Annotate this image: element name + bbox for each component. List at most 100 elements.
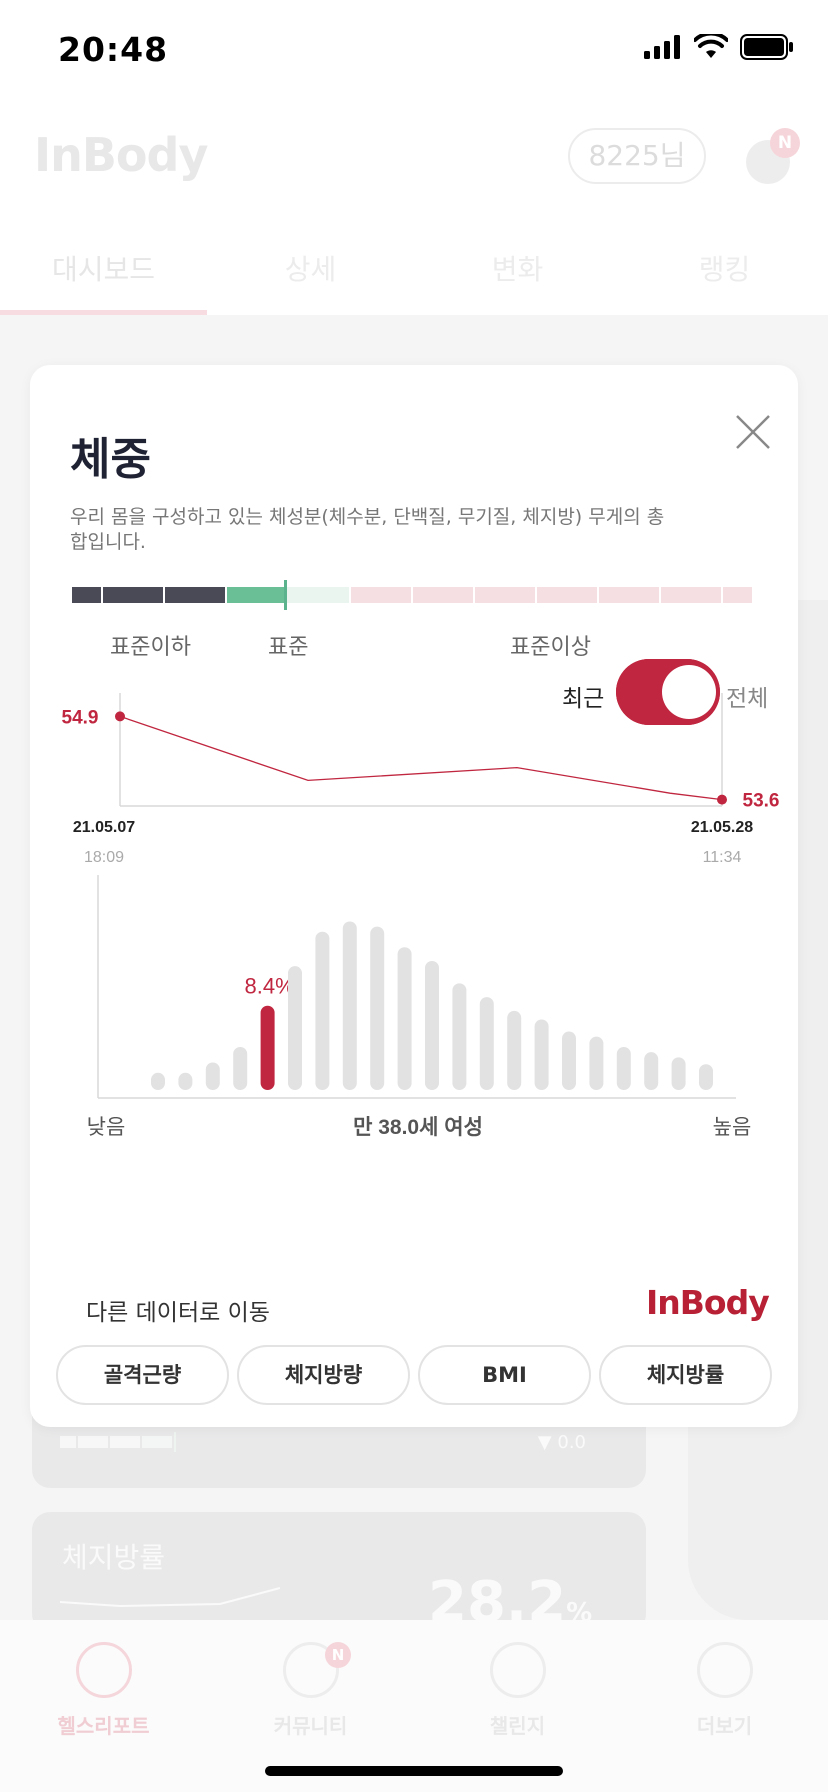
app-header: InBody 8225님 N: [0, 100, 828, 210]
bottom-navigation: 헬스리포트 N 커뮤니티 챌린지 더보기: [0, 1620, 828, 1792]
distribution-bar-highlight: [260, 1005, 275, 1090]
weight-trend-line: [119, 715, 723, 801]
nav-health-report[interactable]: 헬스리포트: [0, 1620, 207, 1792]
community-badge: N: [325, 1642, 351, 1668]
range-segment: [475, 587, 535, 603]
distribution-bar: [589, 1036, 604, 1090]
data-chip-row: 골격근량 체지방량 BMI 체지방률: [56, 1345, 772, 1405]
toggle-label-recent: 최근: [562, 686, 605, 712]
distribution-bar: [342, 921, 357, 1090]
active-tab-indicator: [0, 310, 207, 315]
range-segment: [103, 587, 163, 603]
nav-more[interactable]: 더보기: [621, 1620, 828, 1792]
notification-badge: N: [770, 128, 800, 158]
tab-change[interactable]: 변화: [491, 253, 544, 286]
range-label-standard: 표준: [268, 635, 309, 660]
distribution-bar: [479, 997, 494, 1090]
nav-label: 헬스리포트: [57, 1714, 150, 1738]
chip-body-fat-percent[interactable]: 체지방률: [599, 1345, 772, 1405]
highlight-percent-label: 8.4%: [245, 974, 295, 999]
battery-icon: [740, 34, 793, 60]
modal-title: 체중: [70, 434, 151, 485]
range-segment: [227, 587, 285, 603]
trend-start-value: 54.9: [62, 707, 99, 728]
distribution-bar: [178, 1072, 193, 1090]
user-name-pill[interactable]: 8225님: [568, 128, 706, 184]
trend-start-date: 21.05.07: [73, 819, 135, 836]
chip-bmi[interactable]: BMI: [418, 1345, 591, 1405]
range-segment: [72, 587, 101, 603]
range-segment: [413, 587, 473, 603]
range-label-below: 표준이하: [110, 635, 191, 660]
inbody-logo: InBody: [34, 128, 208, 182]
trend-end-time: 11:34: [703, 849, 742, 866]
chip-body-fat-mass[interactable]: 체지방량: [237, 1345, 410, 1405]
range-label-above: 표준이상: [510, 635, 591, 660]
community-icon: [282, 1642, 339, 1698]
close-icon[interactable]: [734, 413, 772, 451]
tab-dashboard[interactable]: 대시보드: [51, 253, 156, 286]
range-segment: [351, 587, 411, 603]
nav-label: 챌린지: [489, 1714, 546, 1738]
wifi-icon: [694, 34, 728, 58]
card-title: 체지방률: [62, 1541, 166, 1574]
distribution-bar: [534, 1019, 549, 1090]
toggle-knob: [662, 665, 716, 719]
range-segment: [287, 587, 349, 603]
distribution-bar: [397, 947, 412, 1090]
toggle-label-all: 전체: [726, 686, 769, 712]
status-icons: [644, 34, 794, 60]
distribution-high-label: 높음: [713, 1116, 752, 1139]
weight-charts: 54.9 53.6 21.05.07 18:09 21.05.28 11:34 8.4% 낮음…: [62, 693, 780, 1139]
dashboard-tabs: 대시보드 상세 변화 랭킹: [0, 210, 828, 315]
nav-community[interactable]: N 커뮤니티: [207, 1620, 414, 1792]
distribution-bar: [452, 983, 467, 1090]
tab-detail[interactable]: 상세: [284, 253, 337, 286]
recent-all-toggle[interactable]: [616, 659, 720, 725]
distribution-bar: [616, 1047, 631, 1090]
distribution-bar: [562, 1031, 576, 1090]
weight-range-bar: [72, 587, 752, 603]
status-time: 20:48: [58, 30, 169, 69]
nav-label: 커뮤니티: [273, 1714, 348, 1738]
health-report-icon: [75, 1642, 132, 1698]
distribution-bar: [370, 926, 385, 1090]
distribution-bar: [288, 966, 302, 1090]
distribution-low-label: 낮음: [87, 1116, 126, 1139]
distribution-bar: [205, 1062, 220, 1090]
range-segment: [537, 587, 597, 603]
range-segment: [599, 587, 659, 603]
current-position-marker: [284, 580, 287, 610]
trend-start-time: 18:09: [84, 849, 124, 866]
tab-ranking[interactable]: 랭킹: [698, 253, 751, 286]
cellular-signal-icon: [644, 35, 680, 59]
nav-challenge[interactable]: 챌린지: [414, 1620, 621, 1792]
distribution-bar: [315, 931, 330, 1090]
inbody-logo-red: InBody: [646, 1283, 770, 1322]
distribution-bar: [671, 1057, 686, 1090]
weight-change-value: ▼ 0.0: [537, 1432, 586, 1453]
chip-skeletal-muscle[interactable]: 골격근량: [56, 1345, 229, 1405]
nav-label: 더보기: [696, 1714, 753, 1738]
distribution-center-label: 만 38.0세 여성: [353, 1116, 483, 1139]
range-segment: [723, 587, 752, 603]
mini-trend-line: [60, 1587, 281, 1608]
goto-other-data-label: 다른 데이터로 이동: [86, 1300, 270, 1326]
distribution-bar: [699, 1064, 713, 1090]
range-segment: [165, 587, 225, 603]
mini-range-bar: [60, 1432, 176, 1452]
more-dots-icon: [696, 1642, 753, 1698]
distribution-bar: [507, 1010, 522, 1090]
distribution-bar: [644, 1052, 659, 1090]
weight-detail-modal: 체중 우리 몸을 구성하고 있는 체성분(체수분, 단백질, 무기질, 체지방)…: [30, 365, 798, 1427]
range-segment: [661, 587, 721, 603]
distribution-bar: [425, 961, 439, 1090]
trend-end-date: 21.05.28: [691, 819, 753, 836]
home-indicator: [265, 1766, 563, 1776]
modal-description: 우리 몸을 구성하고 있는 체성분(체수분, 단백질, 무기질, 체지방) 무게…: [70, 506, 665, 553]
dashboard-card-body-fat[interactable]: 체지방률 28.2%: [32, 1512, 646, 1635]
distribution-bar: [233, 1047, 248, 1090]
challenge-flame-icon: [489, 1642, 546, 1698]
distribution-bar: [151, 1072, 165, 1090]
trend-end-value: 53.6: [743, 791, 780, 812]
